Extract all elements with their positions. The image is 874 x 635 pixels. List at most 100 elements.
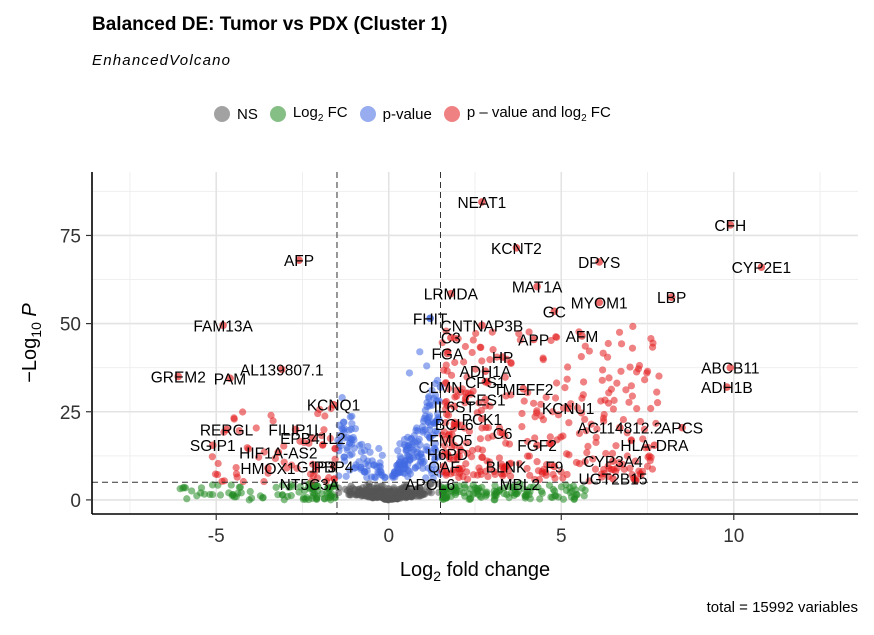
gene-label: KCNT2 xyxy=(491,241,542,258)
gene-point xyxy=(529,335,538,344)
gene-label: FMO5 xyxy=(429,433,472,450)
gene-label: G1P3 xyxy=(296,459,336,476)
gene-label: EPB41L2 xyxy=(280,431,346,448)
gene-label: GC xyxy=(543,304,566,321)
point-sig xyxy=(600,410,608,419)
point-sig xyxy=(477,406,485,415)
point-fc xyxy=(500,484,508,492)
gene-label: CPS1 xyxy=(465,375,506,392)
point-ns xyxy=(347,482,355,490)
point-sig xyxy=(486,356,494,364)
point-p xyxy=(351,425,359,433)
point-fc xyxy=(529,483,538,491)
gene-label: ADH1B xyxy=(701,380,753,397)
point-p xyxy=(339,426,347,434)
point-sig xyxy=(463,373,471,381)
point-p xyxy=(394,461,402,469)
point-p xyxy=(345,439,354,447)
point-fc xyxy=(328,490,336,498)
point-sig xyxy=(319,440,327,449)
point-sig xyxy=(617,367,625,375)
gene-point xyxy=(757,263,766,271)
point-sig xyxy=(502,392,510,400)
caption: total = 15992 variables xyxy=(706,599,858,616)
point-p xyxy=(425,426,434,434)
point-sig xyxy=(320,426,328,434)
point-p xyxy=(426,433,434,442)
point-p xyxy=(367,473,376,481)
point-p xyxy=(423,415,431,423)
point-sig xyxy=(269,417,277,425)
point-fc xyxy=(491,482,499,490)
gene-point xyxy=(595,258,604,266)
point-sig xyxy=(639,435,647,443)
gene-point xyxy=(277,365,286,374)
point-p xyxy=(424,464,432,472)
gene-label: FGA xyxy=(431,347,464,364)
gene-label: BLNK xyxy=(486,459,527,476)
point-sig xyxy=(557,468,565,476)
point-sig xyxy=(619,415,628,424)
gene-label: AC114812.2 xyxy=(577,421,662,438)
point-fc xyxy=(188,487,196,495)
gene-label: GREM2 xyxy=(151,369,206,386)
point-fc xyxy=(513,489,521,498)
gene-label: NT5C3A xyxy=(280,477,340,494)
gene-point xyxy=(440,462,448,471)
point-sig xyxy=(472,329,480,338)
point-sig xyxy=(608,449,617,457)
point-sig xyxy=(447,371,456,379)
point-sig xyxy=(643,369,651,377)
gene-point xyxy=(450,402,459,411)
point-sig xyxy=(440,441,449,450)
point-fc xyxy=(570,495,578,504)
point-sig xyxy=(239,477,247,486)
point-sig xyxy=(610,396,618,404)
y-tick-label: 0 xyxy=(70,491,81,512)
point-fc xyxy=(246,487,254,496)
gene-point xyxy=(478,321,486,330)
point-p xyxy=(411,463,420,471)
point-sig xyxy=(442,327,450,335)
gene-label: CLMN xyxy=(419,380,463,397)
point-sig xyxy=(605,374,613,382)
legend-item-p: p-value xyxy=(359,106,432,123)
point-p xyxy=(423,362,431,370)
point-p xyxy=(434,396,442,404)
point-p xyxy=(393,469,401,478)
point-fc xyxy=(328,483,337,491)
point-sig xyxy=(554,411,563,419)
point-p xyxy=(428,386,436,394)
gene-point xyxy=(609,457,617,465)
gene-label: CNTNAP3B xyxy=(441,318,524,335)
point-fc xyxy=(522,492,530,501)
gene-point xyxy=(564,404,572,413)
gene-point xyxy=(295,256,303,264)
legend-label: p – value and log2 FC xyxy=(466,104,611,124)
point-sig xyxy=(581,415,589,423)
point-sig xyxy=(628,344,637,352)
point-sig xyxy=(533,458,541,466)
point-fc xyxy=(278,481,287,489)
gene-label: H6PD xyxy=(427,447,468,464)
point-fc xyxy=(473,486,481,494)
gene-point xyxy=(426,314,434,323)
point-sig xyxy=(564,363,572,371)
gene-label: KCNQ1 xyxy=(307,398,360,415)
point-sig xyxy=(476,467,484,475)
point-ns xyxy=(391,494,399,503)
point-sig xyxy=(628,471,636,479)
point-sig xyxy=(230,414,238,422)
point-sig xyxy=(552,379,561,387)
point-p xyxy=(423,443,431,451)
gene-label: HP xyxy=(492,350,514,367)
point-fc xyxy=(483,490,491,499)
point-fc xyxy=(303,493,311,502)
point-p xyxy=(342,472,350,480)
gene-point xyxy=(478,198,486,206)
gene-point xyxy=(436,383,445,391)
point-p xyxy=(408,448,416,456)
point-p xyxy=(366,448,374,456)
point-sig xyxy=(576,460,584,468)
point-sig xyxy=(647,404,655,413)
